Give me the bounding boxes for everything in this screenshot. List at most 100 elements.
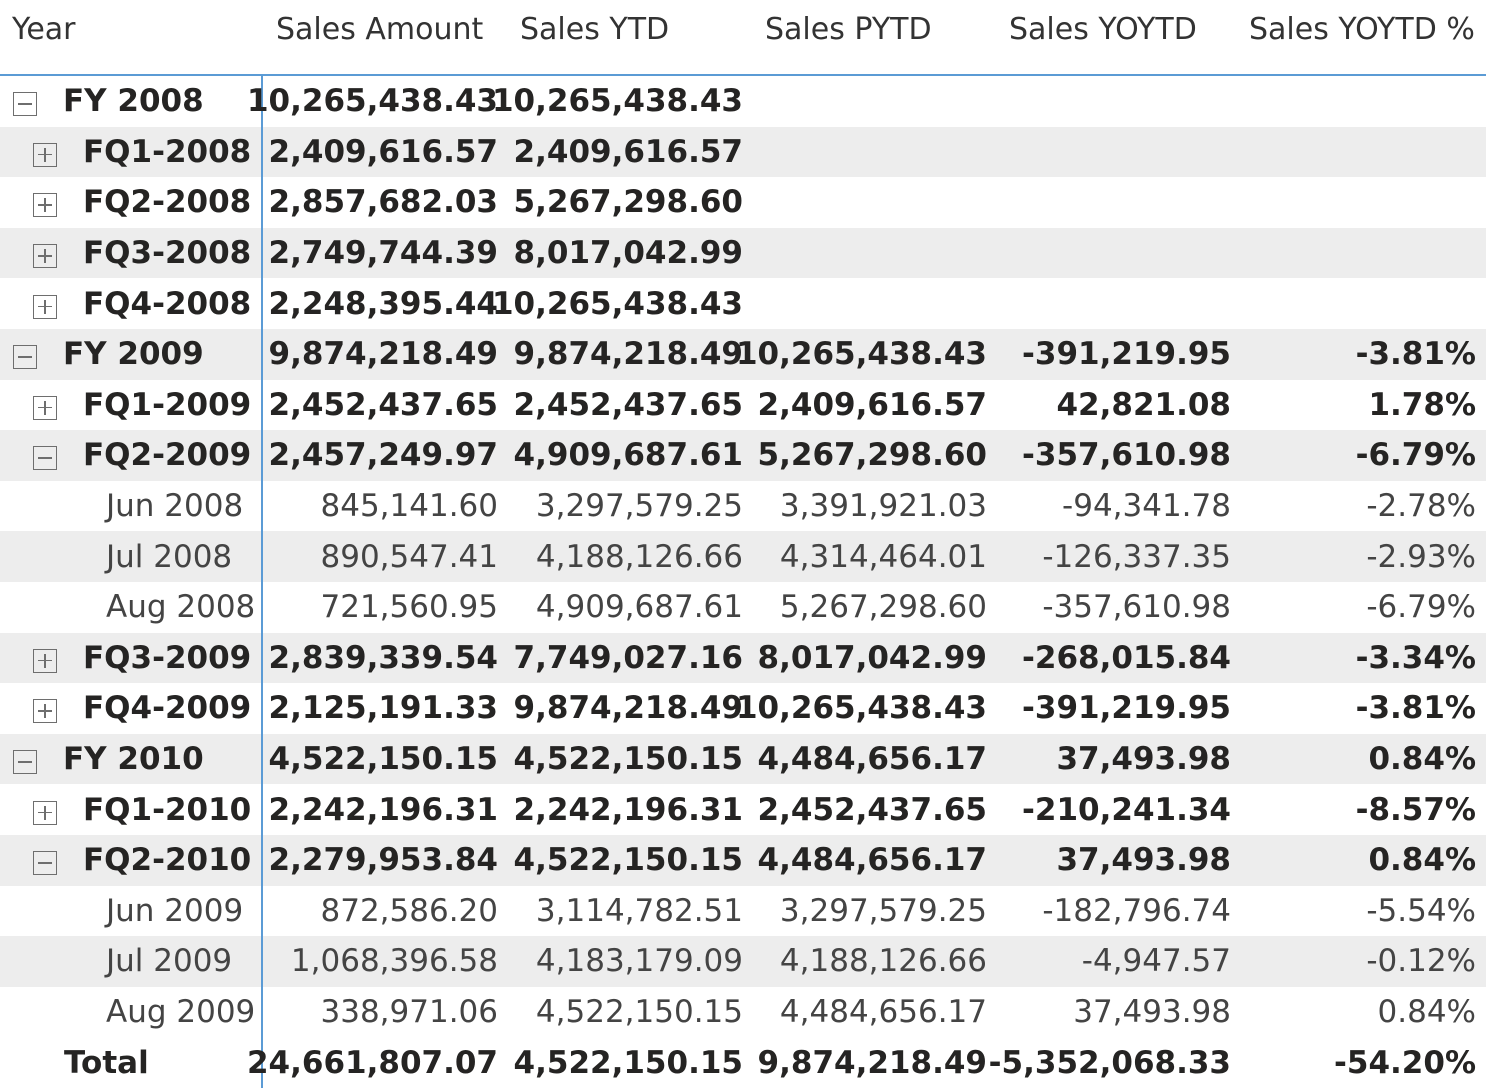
sales-yoytd-pct-cell: -6.79% [1366,589,1476,626]
column-header-sales-ytd[interactable]: Sales YTD [520,11,670,47]
column-header-year[interactable]: Year [12,11,76,47]
row-header-label: FQ1-2009 [83,386,252,423]
sales-yoytd-cell: -94,341.78 [1062,488,1231,525]
sales-amount-cell: 2,409,616.57 [268,133,498,170]
row-header: FQ2-2008 [0,177,263,228]
sales-pytd-cell: 4,188,126.66 [779,943,987,980]
sales-pytd-cell: 2,409,616.57 [757,386,987,423]
sales-ytd-cell: 5,267,298.60 [513,184,743,221]
sales-ytd-cell: 2,452,437.65 [513,386,743,423]
expand-plus-icon[interactable] [33,800,57,825]
row-header: FQ2-2009 [0,430,263,481]
sales-amount-cell: 338,971.06 [320,993,499,1030]
table-row: FY 2008 10,265,438.43 10,265,438.43 [0,76,1486,127]
row-header: FQ3-2008 [0,227,263,279]
sales-yoytd-cell: -5,352,068.33 [988,1044,1231,1081]
sales-ytd-cell: 4,909,687.61 [513,437,743,474]
matrix-body: FY 2008 10,265,438.43 10,265,438.43 FQ1-200… [0,76,1486,1088]
total-row: Total 24,661,807.07 4,522,150.15 9,874,218.… [0,1037,1486,1088]
expand-plus-icon[interactable] [33,244,57,269]
collapse-minus-icon[interactable] [13,750,37,775]
sales-yoytd-pct-cell: -3.34% [1355,639,1476,676]
sales-amount-cell: 1,068,396.58 [290,943,498,980]
collapse-minus-icon[interactable] [13,345,37,370]
sales-pytd-cell: 10,265,438.43 [735,690,987,727]
sales-ytd-cell: 2,242,196.31 [513,791,743,828]
sales-yoytd-cell [997,177,1241,228]
row-header-label: FQ2-2010 [83,842,252,879]
sales-pytd-cell [753,127,997,178]
row-header: FQ1-2008 [0,126,263,178]
sales-ytd-cell: 4,909,687.61 [535,589,743,626]
sales-yoytd-pct-cell: -3.81% [1355,690,1476,727]
sales-yoytd-pct-cell [1241,278,1486,329]
expand-plus-icon[interactable] [33,699,57,724]
sales-yoytd-pct-cell [1241,76,1486,127]
sales-yoytd-cell: -357,610.98 [1022,437,1231,474]
table-row: FQ2-2010 2,279,953.84 4,522,150.15 4,484,65… [0,834,1486,886]
sales-pytd-cell [753,177,997,228]
sales-ytd-cell: 4,522,150.15 [513,842,743,879]
sales-yoytd-pct-cell: 0.84% [1368,842,1476,879]
column-header-sales-yoytd[interactable]: Sales YOYTD [1009,11,1197,47]
sales-amount-cell: 2,125,191.33 [268,690,498,727]
column-header-sales-yoytd-pct[interactable]: Sales YOYTD % [1249,11,1475,47]
table-row: FY 2009 9,874,218.49 9,874,218.49 10,265,43… [0,328,1486,380]
table-row: FQ1-2008 2,409,616.57 2,409,616.57 [0,126,1486,178]
sales-amount-cell: 845,141.60 [320,488,499,525]
sales-yoytd-pct-cell [1241,177,1486,228]
sales-yoytd-pct-cell: -2.93% [1366,538,1476,575]
sales-pytd-cell: 10,265,438.43 [735,336,987,373]
sales-pytd-cell: 2,452,437.65 [757,791,987,828]
sales-yoytd-pct-cell: 0.84% [1368,741,1476,778]
sales-ytd-cell: 3,297,579.25 [535,488,743,525]
table-row: Aug 2008 721,560.95 4,909,687.61 5,267,298.… [0,581,1486,633]
row-header-label: Jul 2008 [106,538,233,575]
table-row: Jul 2009 1,068,396.58 4,183,179.09 4,188,12… [0,936,1486,987]
row-header: FQ4-2008 [0,278,263,329]
sales-ytd-cell: 10,265,438.43 [491,83,743,120]
sales-yoytd-pct-cell: 0.84% [1377,993,1476,1030]
table-row: Jun 2008 845,141.60 3,297,579.25 3,391,921.… [0,480,1486,532]
collapse-minus-icon[interactable] [33,446,57,471]
sales-yoytd-cell: -391,219.95 [1022,690,1231,727]
sales-amount-cell: 10,265,438.43 [246,83,498,120]
column-header-sales-pytd[interactable]: Sales PYTD [765,11,932,47]
row-header-label: FQ4-2009 [83,690,252,727]
column-header-sales-amount[interactable]: Sales Amount [276,11,484,47]
sales-ytd-cell: 8,017,042.99 [513,235,743,272]
row-header-label: Jun 2009 [106,892,244,929]
sales-ytd-cell: 3,114,782.51 [535,892,743,929]
row-header-label: Jul 2009 [106,943,233,980]
table-row: FQ1-2009 2,452,437.65 2,452,437.65 2,409,61… [0,379,1486,431]
expand-plus-icon[interactable] [33,193,57,218]
collapse-minus-icon[interactable] [13,92,37,117]
collapse-minus-icon[interactable] [33,851,57,876]
sales-amount-cell: 2,452,437.65 [268,386,498,423]
expand-plus-icon[interactable] [33,294,57,319]
row-header-label: Jun 2008 [106,488,244,525]
sales-yoytd-cell [997,278,1241,329]
expand-plus-icon[interactable] [33,142,57,167]
expand-plus-icon[interactable] [33,648,57,673]
sales-yoytd-pct-cell: -3.81% [1355,336,1476,373]
sales-yoytd-pct-cell: 1.78% [1368,386,1476,423]
sales-amount-cell: 24,661,807.07 [246,1044,498,1081]
sales-yoytd-cell: -182,796.74 [1042,892,1231,929]
sales-pytd-cell: 8,017,042.99 [757,639,987,676]
sales-ytd-cell: 2,409,616.57 [513,133,743,170]
row-header: Aug 2008 [0,581,263,633]
sales-yoytd-cell: 37,493.98 [1056,741,1231,778]
expand-plus-icon[interactable] [33,395,57,420]
sales-yoytd-pct-cell: -0.12% [1366,943,1476,980]
sales-yoytd-pct-cell: -5.54% [1366,892,1476,929]
row-header: Jun 2009 [0,885,263,937]
sales-yoytd-pct-cell: -54.20% [1334,1044,1476,1081]
table-row: FQ3-2009 2,839,339.54 7,749,027.16 8,017,04… [0,632,1486,684]
table-row: FQ4-2009 2,125,191.33 9,874,218.49 10,265,4… [0,683,1486,734]
sales-yoytd-cell: -210,241.34 [1022,791,1231,828]
sales-yoytd-cell: 37,493.98 [1073,993,1231,1030]
row-header-label: Aug 2009 [106,993,256,1030]
sales-yoytd-cell: 42,821.08 [1056,386,1231,423]
